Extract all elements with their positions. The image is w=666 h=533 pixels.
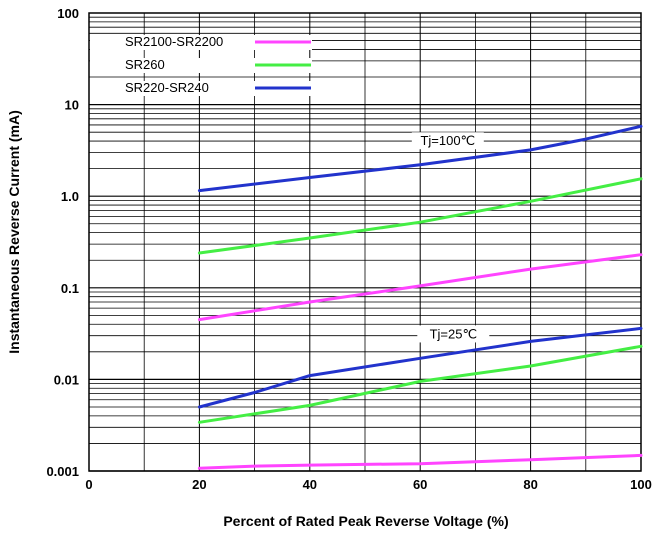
series [197,124,643,470]
annotation-label: Tj=100℃ [420,133,475,148]
legend-label: SR2100-SR2200 [125,34,223,49]
series-line [197,453,643,470]
x-tick-label: 100 [630,477,652,492]
series-line [197,253,643,322]
y-tick-label: 10 [65,98,79,113]
annotation-background [417,325,490,343]
legend-background [90,35,312,50]
annotation-background [411,132,484,150]
annotations: Tj=100℃ Tj=25℃ [411,132,490,343]
y-tick-label: 0.1 [61,281,79,296]
x-axis-label: Percent of Rated Peak Reverse Voltage (%… [223,513,508,529]
tick-labels: 0 20 40 60 80 100 100 10 1.0 0.1 0.01 0.001 [46,6,651,492]
y-axis-label: Instantaneous Reverse Current (mA) [6,110,22,354]
legend-label: SR220-SR240 [125,80,209,95]
legend: SR2100-SR2200 SR260 SR220-SR240 [90,34,312,96]
x-tick-label: 20 [192,477,206,492]
x-tick-label: 60 [413,477,427,492]
x-tick-label: 40 [303,477,317,492]
plot-frame [88,12,642,472]
y-tick-label: 0.01 [54,372,79,387]
annotation-label: Tj=25℃ [430,326,477,341]
x-tick-label: 0 [85,477,92,492]
series-line [197,344,643,424]
x-tick-label: 80 [523,477,537,492]
y-tick-label: 1.0 [61,189,79,204]
y-tick-label: 100 [57,6,79,21]
legend-label: SR260 [125,57,165,72]
legend-background [90,58,312,73]
series-line [197,326,643,409]
y-tick-label: 0.001 [46,464,79,479]
series-line [197,177,643,255]
legend-background [90,81,312,96]
series-line [197,124,643,193]
